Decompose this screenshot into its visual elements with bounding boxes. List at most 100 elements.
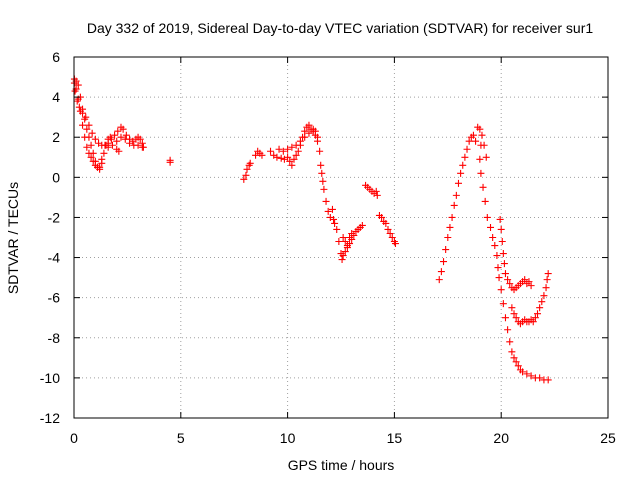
data-point [98,155,106,163]
data-point [331,219,339,227]
data-point [117,133,125,141]
data-point [514,362,522,370]
data-point [104,143,112,151]
data-point [477,141,485,149]
data-point [279,147,287,155]
data-point [83,125,91,133]
data-point [119,125,127,133]
data-point [100,149,108,157]
data-point [386,229,394,237]
data-point [341,238,349,246]
data-point [87,153,95,161]
data-point [435,276,443,284]
plot-frame [73,56,609,419]
data-point [339,252,347,260]
data-point [73,97,81,105]
data-point [341,248,349,256]
data-point [538,298,546,306]
series-arc-6 [496,215,552,328]
data-point [317,161,325,169]
data-point [258,151,266,159]
data-point [506,338,514,346]
data-point [338,256,346,264]
x-tick-label: 0 [70,430,78,446]
data-point [246,159,254,167]
data-point [328,205,336,213]
series-arc-5 [435,123,552,384]
data-point [504,326,512,334]
data-point [114,127,122,135]
series-arc-3 [317,161,366,264]
data-point [496,215,504,223]
data-point [288,161,296,169]
data-point [440,258,448,266]
data-point [71,87,79,95]
series-arc-1d [104,133,146,155]
x-tick-label: 15 [387,430,403,446]
data-point [91,135,99,143]
data-point [534,310,542,318]
data-point [314,133,322,141]
series-isolated [166,156,174,166]
data-point [83,143,91,151]
data-point [292,141,300,149]
data-point [544,376,552,384]
data-point [391,240,399,248]
axis-ticks [73,56,609,419]
data-point [497,286,505,294]
data-markers [70,75,552,384]
data-point [508,348,516,356]
y-tick-label: 6 [52,49,60,65]
data-point [529,318,537,326]
x-axis-label: GPS time / hours [288,457,395,473]
data-point [531,314,539,322]
data-point [346,234,354,241]
data-point [343,242,351,250]
x-tick-label: 25 [600,430,616,446]
series-arc-2 [240,121,324,183]
x-tick-label: 10 [280,430,296,446]
data-point [498,238,506,246]
data-point [113,137,121,145]
data-point [324,207,332,215]
data-point [320,185,328,193]
data-point [322,197,330,205]
data-point [491,242,499,250]
data-point [519,368,527,376]
data-point [525,278,533,286]
data-point [122,131,130,139]
data-point [316,147,324,155]
data-point [512,358,520,366]
data-point [472,137,480,145]
data-point [333,225,341,233]
data-point [79,121,87,129]
grid-lines [74,57,608,418]
data-point [319,177,327,185]
data-point [501,314,509,322]
data-point [108,141,116,149]
data-point [495,274,503,282]
data-point [543,276,551,284]
data-point [442,246,450,254]
y-axis-label: SDTVAR / TECUs [5,182,21,294]
data-point [489,234,497,241]
data-point [382,219,390,227]
data-point [87,141,95,149]
data-point [510,310,518,318]
data-point [463,145,471,153]
data-point [296,137,304,145]
data-point [512,314,520,322]
data-point [372,187,380,195]
data-point [457,169,465,177]
data-point [301,133,309,141]
data-point [493,252,501,260]
data-point [461,153,469,161]
data-point [305,129,313,137]
y-tick-labels: -12 -10 -8 -6 -4 -2 0 2 4 6 [40,49,60,426]
data-point [290,155,298,163]
data-point [242,171,250,179]
data-point [477,169,485,177]
data-point [542,284,550,292]
data-point [499,300,507,308]
